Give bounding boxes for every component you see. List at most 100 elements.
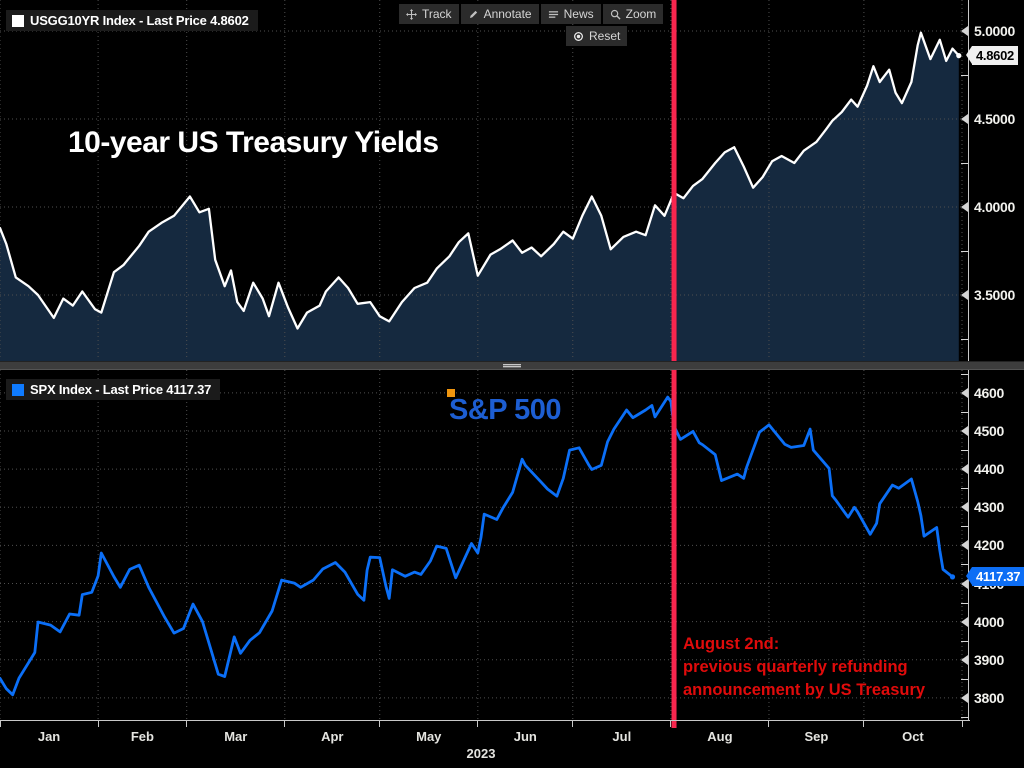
x-axis-month-label: Sep	[804, 729, 829, 744]
x-axis-tick	[186, 721, 188, 727]
zoom-icon	[610, 9, 621, 20]
y-minor-tick	[961, 339, 968, 341]
y-tick-arrow-icon	[961, 426, 968, 436]
y-minor-tick	[961, 716, 968, 718]
y-minor-tick	[961, 450, 968, 452]
reset-button[interactable]: Reset	[566, 26, 628, 46]
x-axis-tick	[670, 721, 672, 727]
x-axis-tick	[0, 721, 1, 727]
x-axis-tick	[768, 721, 770, 727]
spx-legend-chip[interactable]: SPX Index - Last Price 4117.37	[6, 379, 221, 400]
y-axis-label: 4.0000	[974, 199, 1016, 216]
last-point-marker	[949, 574, 956, 580]
treasury-area-fill	[0, 32, 959, 361]
y-tick-arrow-icon	[961, 387, 968, 398]
x-axis-month-label: Jul	[612, 729, 632, 744]
annotate-icon	[469, 10, 477, 18]
x-axis-month-label: Feb	[130, 729, 154, 744]
y-minor-tick	[961, 564, 968, 566]
y-tick-arrow-icon	[961, 616, 968, 627]
x-axis-tick	[284, 721, 286, 727]
y-tick-arrow-icon	[961, 654, 968, 665]
y-axis-spine	[968, 0, 969, 720]
y-minor-tick	[961, 488, 968, 490]
y-tick-arrow-icon	[961, 290, 968, 301]
spx-line	[0, 395, 954, 697]
y-minor-tick	[961, 251, 968, 253]
y-axis-label: 3900	[974, 651, 1004, 668]
x-axis-month-label: Aug	[707, 729, 733, 744]
x-axis-month-label: Jan	[37, 729, 61, 744]
y-axis-label: 4.5000	[974, 111, 1016, 127]
track-icon	[406, 8, 417, 20]
splitter-grip-icon[interactable]	[503, 364, 521, 368]
x-axis-month-label: Jun	[513, 729, 537, 744]
x-axis-month-label: Mar	[224, 729, 248, 744]
chart-toolbar: Track Annotate News Zoom	[399, 4, 664, 24]
zoom-button-label: Zoom	[625, 7, 657, 21]
y-minor-tick	[961, 163, 968, 164]
y-minor-tick	[961, 74, 968, 76]
track-button[interactable]: Track	[399, 4, 459, 24]
treasury-line	[0, 31, 960, 330]
annotate-button[interactable]: Annotate	[460, 4, 539, 24]
treasury-last-price-badge: 4.8602	[966, 46, 1018, 66]
annotate-button-label: Annotate	[483, 7, 532, 21]
spx-swatch-icon	[12, 383, 24, 396]
zoom-button[interactable]: Zoom	[602, 4, 664, 24]
y-axis-label: 3800	[974, 689, 1004, 706]
news-button[interactable]: News	[540, 4, 601, 24]
treasury-swatch-icon	[12, 14, 24, 27]
x-axis-month-label: May	[416, 729, 442, 744]
y-tick-arrow-icon	[961, 464, 968, 475]
y-minor-tick	[961, 411, 968, 413]
spx-legend-label: SPX Index - Last Price 4117.37	[30, 382, 212, 397]
reset-button-label: Reset	[589, 29, 621, 43]
reset-icon	[574, 31, 583, 41]
news-icon	[548, 10, 558, 18]
x-axis-month-label: Apr	[321, 729, 344, 744]
treasury-legend-chip[interactable]: USGG10YR Index - Last Price 4.8602	[6, 10, 258, 31]
x-axis-tick	[477, 721, 479, 727]
y-axis-label: 3.5000	[974, 287, 1016, 304]
refunding-annotation: August 2nd: previous quarterly refunding…	[683, 633, 925, 702]
y-axis-label: 4400	[974, 461, 1004, 478]
x-axis-tick	[379, 721, 381, 727]
y-axis-label: 4500	[974, 423, 1004, 439]
y-minor-tick	[961, 602, 968, 604]
x-axis-year-label: 2023	[466, 746, 496, 761]
y-tick-arrow-icon	[961, 202, 968, 213]
x-axis-tick	[863, 721, 865, 727]
y-axis-label: 4200	[974, 537, 1004, 554]
y-tick-arrow-icon	[961, 114, 968, 124]
y-tick-arrow-icon	[961, 540, 968, 551]
y-tick-arrow-icon	[961, 502, 968, 513]
x-axis-month-label: Oct	[902, 729, 924, 744]
y-minor-tick	[961, 373, 968, 375]
y-axis-label: 4600	[974, 384, 1004, 401]
track-button-label: Track	[422, 7, 452, 21]
panel-splitter[interactable]	[0, 361, 1024, 370]
x-axis-tick	[97, 721, 99, 727]
y-axis-label: 4000	[974, 613, 1004, 630]
y-axis-label: 5.0000	[974, 22, 1016, 39]
spx-chart-label: S&P 500	[449, 394, 562, 426]
treasury-legend-label: USGG10YR Index - Last Price 4.8602	[30, 13, 249, 28]
news-button-label: News	[563, 7, 594, 21]
y-minor-tick	[961, 678, 968, 680]
treasury-chart-title: 10-year US Treasury Yields	[68, 126, 439, 159]
refunding-annotation-line2: previous quarterly refunding	[683, 658, 908, 676]
refunding-annotation-line3: announcement by US Treasury	[683, 681, 926, 699]
refunding-annotation-line1: August 2nd:	[683, 635, 780, 653]
last-point-marker	[956, 53, 962, 59]
y-axis-label: 4300	[974, 499, 1004, 516]
spx-last-price-badge: 4117.37	[965, 567, 1024, 587]
y-minor-tick	[961, 526, 968, 528]
treasury-yield-chart[interactable]	[0, 0, 1024, 361]
y-tick-arrow-icon	[961, 578, 968, 589]
annotation-handle-icon[interactable]	[447, 389, 455, 397]
x-axis-tick	[572, 721, 574, 727]
x-axis-tick	[961, 721, 963, 727]
y-tick-arrow-icon	[961, 25, 968, 36]
